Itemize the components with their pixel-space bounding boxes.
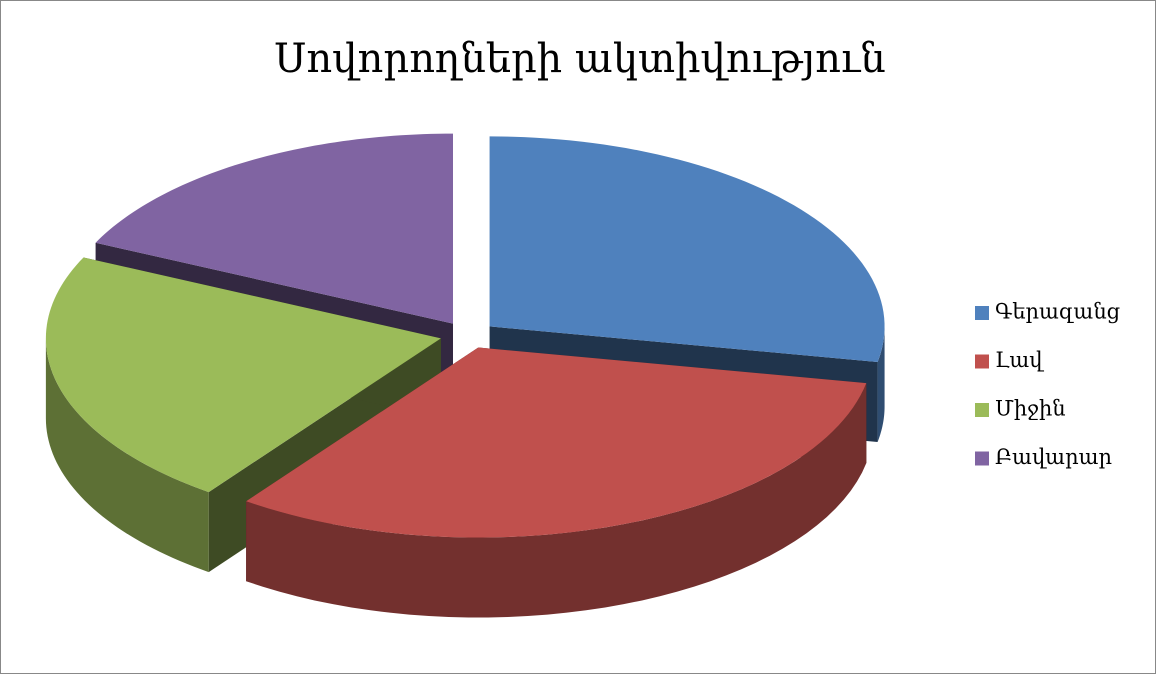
legend-label: Միջին: [995, 397, 1066, 421]
pie: [45, 133, 885, 618]
slice-wall: [246, 383, 867, 618]
legend-label: Լավ: [995, 348, 1044, 372]
chart-title: Սովորողների ակտիվություն: [274, 36, 885, 82]
legend: Գերազանց Լավ Միջին Բավարար: [975, 300, 1120, 469]
slice: [95, 133, 453, 324]
legend-swatch: [975, 354, 989, 369]
legend-label: Գերազանց: [995, 300, 1120, 324]
legend-swatch: [975, 403, 989, 417]
legend-swatch: [975, 306, 989, 320]
slice-wall: [877, 326, 885, 443]
slice-wall: [45, 338, 209, 573]
legend-label: Բավարար: [995, 445, 1112, 469]
slice: [246, 347, 867, 538]
slice: [489, 136, 885, 363]
legend-swatch: [975, 451, 989, 466]
slice: [45, 257, 441, 493]
